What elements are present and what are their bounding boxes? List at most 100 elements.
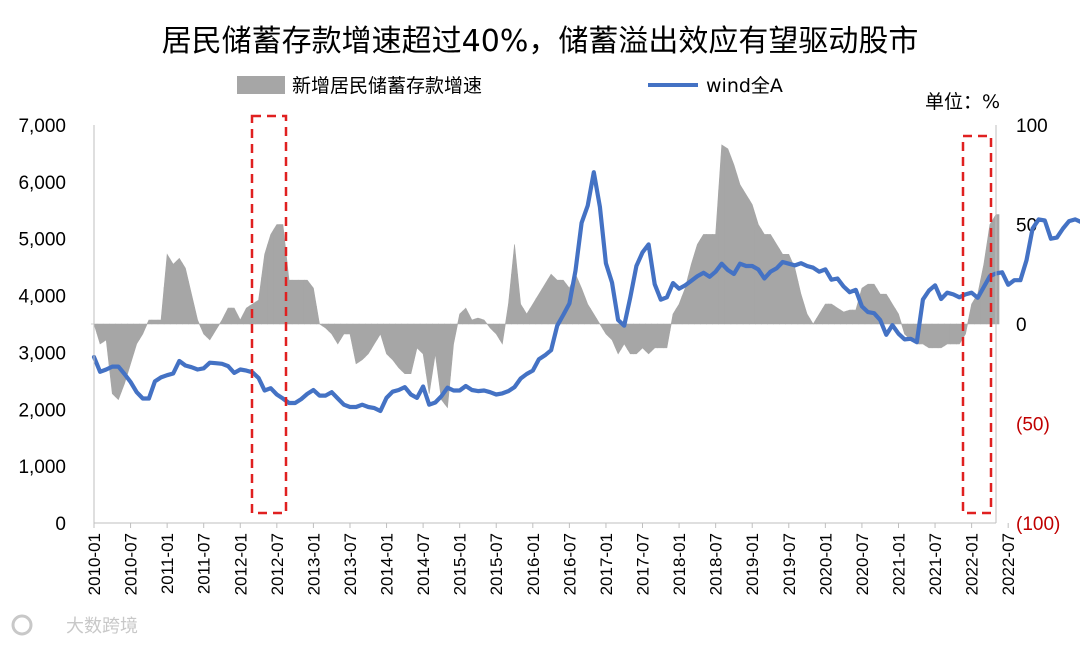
area-segment [791, 261, 799, 325]
area-segment [377, 323, 384, 344]
area-segment [852, 299, 860, 325]
area-segment [529, 298, 537, 325]
area-segment [700, 234, 707, 325]
left-tick-label: 5,000 [18, 230, 66, 251]
area-segment [809, 317, 817, 325]
area-segment [578, 281, 585, 325]
savings-area-series [90, 144, 1000, 409]
x-tick-label: 2019-07 [780, 533, 799, 595]
area-segment [882, 293, 890, 325]
legend: 新增居民储蓄存款增速 wind全A [237, 75, 783, 97]
area-segment [346, 323, 354, 349]
area-segment [462, 307, 470, 325]
x-tick-label: 2010-01 [85, 533, 104, 595]
area-segment [383, 323, 390, 358]
area-segment [590, 308, 598, 325]
x-tick-label: 2022-01 [963, 533, 982, 595]
area-segment [645, 323, 652, 355]
chart-title: 居民储蓄存款增速超过40%，储蓄溢出效应有望驱动股市 [162, 24, 919, 59]
area-segment [450, 323, 457, 376]
area-segment [968, 298, 975, 325]
x-tick-label: 2011-01 [158, 533, 177, 594]
area-segment [937, 323, 945, 349]
area-segment [486, 323, 494, 332]
area-segment [724, 146, 732, 325]
area-segment [151, 319, 159, 325]
area-segment [748, 198, 756, 325]
x-tick-label: 2020-01 [816, 533, 835, 595]
x-axis: 2010-01 2010-07 2011-01 2011-07 2012-01 2012-… [85, 523, 1018, 595]
x-tick-label: 2012-07 [268, 533, 287, 595]
area-segment [639, 323, 646, 352]
area-segment [742, 188, 750, 325]
area-segment [96, 323, 104, 345]
left-tick-label: 1,000 [18, 457, 66, 478]
left-tick-label: 7,000 [18, 116, 66, 137]
area-segment [212, 323, 220, 337]
area-segment [456, 310, 464, 330]
area-segment [651, 323, 659, 352]
area-segment [779, 248, 787, 325]
left-tick-label: 3,000 [18, 343, 66, 364]
area-segment [425, 323, 433, 394]
area-segment [596, 317, 604, 331]
area-segment [663, 323, 671, 349]
area-segment [224, 307, 232, 325]
wind-line-series [91, 170, 1080, 414]
unit-label: 单位：% [925, 91, 1000, 113]
right-tick-label: (100) [1016, 514, 1060, 535]
x-tick-label: 2012-01 [231, 533, 250, 595]
area-segment [340, 323, 348, 340]
area-segment [121, 323, 128, 392]
area-segment [541, 278, 549, 325]
area-segment [828, 303, 835, 325]
area-segment [889, 298, 896, 325]
left-tick-label: 4,000 [18, 287, 66, 308]
area-segment [925, 323, 933, 349]
area-segment [675, 296, 683, 325]
area-segment [182, 262, 189, 325]
area-segment [706, 234, 713, 325]
area-segment [407, 323, 415, 375]
x-tick-label: 2011-07 [195, 533, 214, 594]
area-segment [127, 323, 134, 374]
area-segment [444, 323, 451, 409]
area-segment [602, 323, 610, 338]
area-segment [736, 174, 744, 325]
legend-swatch-savings [237, 76, 285, 94]
x-tick-label: 2015-07 [487, 533, 506, 595]
area-segment [633, 323, 640, 355]
area-segment [608, 323, 616, 348]
area-segment [395, 323, 403, 372]
highlight-box-2022 [961, 134, 993, 515]
left-axis: 0 1,000 2,000 3,000 4,000 5,000 6,000 7,000 [18, 116, 66, 535]
area-segment [474, 317, 482, 325]
area-segment [498, 323, 506, 345]
x-tick-label: 2018-07 [707, 533, 726, 595]
x-tick-label: 2014-07 [414, 533, 433, 595]
area-segment [438, 323, 445, 405]
area-segment [316, 306, 323, 327]
area-segment [864, 283, 872, 325]
x-tick-label: 2010-07 [122, 533, 141, 595]
x-tick-label: 2015-01 [451, 533, 470, 595]
area-segment [523, 308, 531, 325]
x-tick-label: 2017-01 [597, 533, 616, 595]
watermark-text: 大数跨境 [66, 616, 138, 637]
area-segment [895, 308, 902, 325]
area-segment [115, 323, 122, 401]
area-segment [931, 323, 939, 349]
area-segment [431, 323, 439, 377]
area-segment [267, 228, 275, 325]
area-segment [956, 323, 963, 345]
area-segment [943, 323, 951, 347]
area-segment [194, 307, 201, 328]
area-segment [785, 254, 793, 325]
area-segment [108, 323, 116, 398]
highlight-box-2012 [250, 114, 288, 515]
area-segment [310, 283, 317, 325]
x-tick-label: 2013-07 [341, 533, 360, 595]
area-segment [206, 323, 214, 341]
area-segment [584, 296, 592, 325]
